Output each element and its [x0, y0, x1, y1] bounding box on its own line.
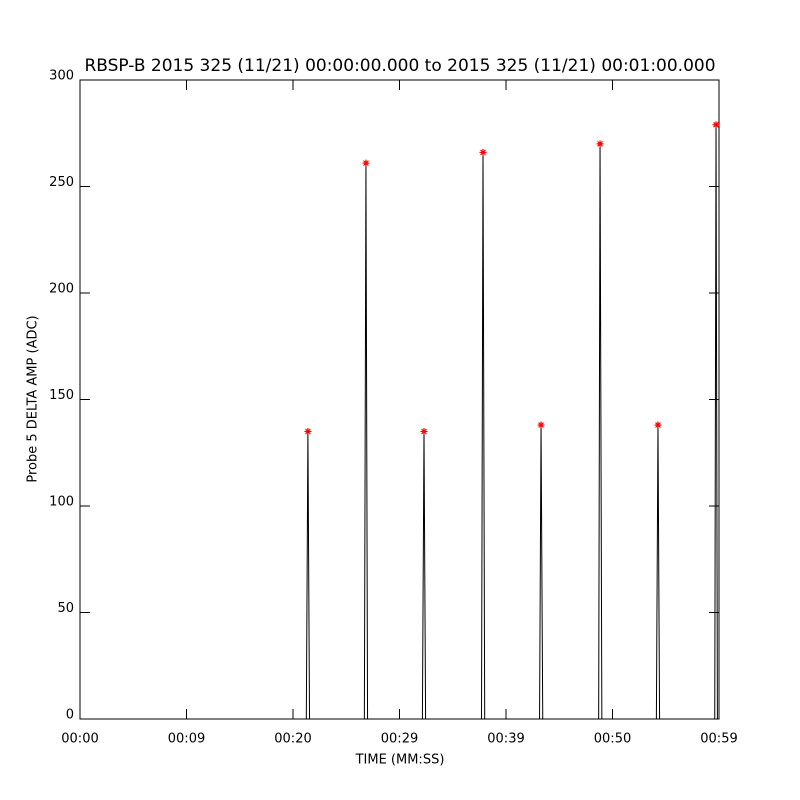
x-tick-label: 00:09 — [168, 732, 205, 747]
y-tick-label: 300 — [49, 69, 74, 84]
peak-marker — [304, 427, 312, 435]
asterisk — [596, 140, 604, 148]
peak-marker — [654, 421, 662, 429]
asterisk — [654, 421, 662, 429]
x-tick-label: 00:39 — [487, 732, 524, 747]
peak-marker — [362, 159, 370, 167]
y-tick-label: 150 — [49, 388, 74, 403]
peak-marker — [420, 427, 428, 435]
y-tick-label: 100 — [49, 495, 74, 510]
asterisk — [479, 148, 487, 156]
peak-marker — [479, 148, 487, 156]
asterisk — [712, 121, 720, 129]
x-tick-label: 00:59 — [700, 732, 737, 747]
asterisk — [304, 427, 312, 435]
asterisk — [537, 421, 545, 429]
asterisk — [420, 427, 428, 435]
y-tick-label: 50 — [57, 601, 74, 616]
x-tick-label: 00:00 — [61, 732, 98, 747]
x-tick-label: 00:20 — [274, 732, 311, 747]
asterisk — [362, 159, 370, 167]
peak-marker — [596, 140, 604, 148]
x-tick-label: 00:50 — [594, 732, 631, 747]
peak-marker — [537, 421, 545, 429]
y-tick-label: 250 — [49, 175, 74, 190]
chart-title: RBSP-B 2015 325 (11/21) 00:00:00.000 to … — [84, 56, 715, 76]
y-tick-label: 0 — [66, 708, 74, 723]
x-tick-label: 00:29 — [381, 732, 418, 747]
x-axis-label: TIME (MM:SS) — [355, 753, 445, 768]
y-axis-label: Probe 5 DELTA AMP (ADC) — [26, 315, 41, 482]
y-tick-label: 200 — [49, 282, 74, 297]
peak-marker — [712, 121, 720, 129]
